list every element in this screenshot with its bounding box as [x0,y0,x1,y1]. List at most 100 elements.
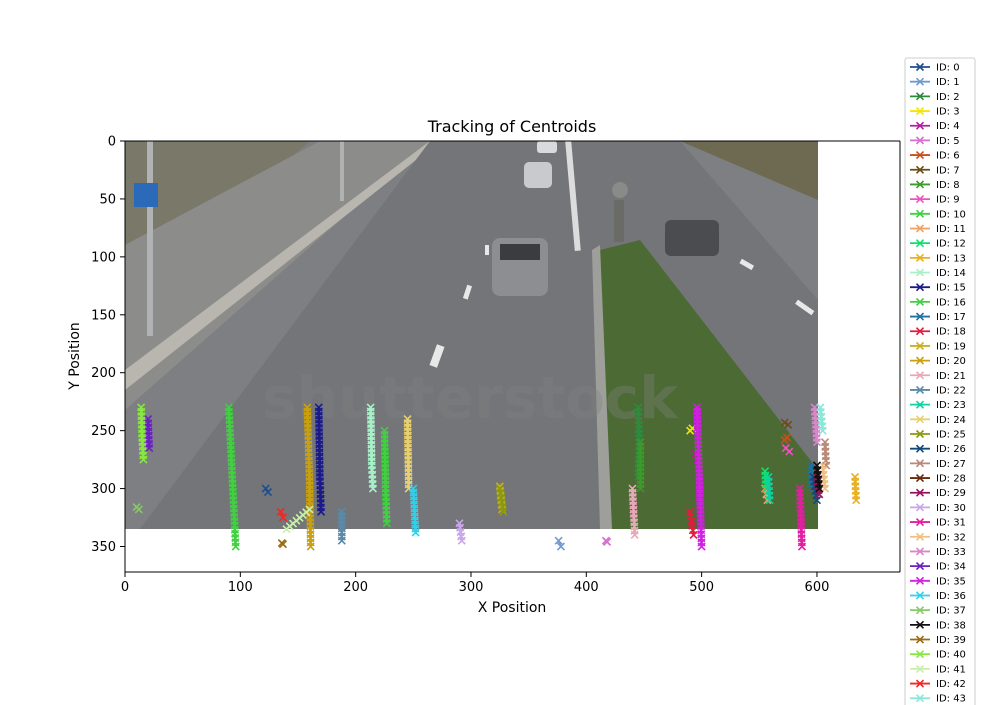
track-series [303,403,315,551]
legend-label: ID: 40 [936,650,966,661]
x-tick-label: 0 [121,580,129,595]
legend-marker [915,136,925,145]
track-series [780,433,792,444]
legend-label: ID: 19 [936,341,966,352]
watermark: shutterstock [262,364,679,432]
track-series [636,438,645,493]
legend-label: ID: 6 [936,151,960,162]
centroid-point [852,496,861,505]
track-series [409,484,420,537]
track-series [495,484,508,516]
legend-item: ID: 32 [910,532,966,543]
y-axis-ticks: 0 50 100 150 200 250 300 350 [91,135,125,555]
centroid-point [812,438,822,447]
legend-item: ID: 39 [910,635,966,646]
track-series [132,503,143,514]
legend-item: ID: 33 [910,547,966,558]
legend-label: ID: 7 [936,165,960,176]
track-series [601,536,612,546]
centroid-point [145,443,154,453]
legend-marker [915,503,925,512]
y-tick-label: 250 [91,424,116,439]
track-series [816,403,827,435]
track-series [810,403,822,447]
legend-marker [915,664,925,673]
legend-label: ID: 38 [936,620,966,631]
centroid-point [603,537,612,546]
legend-item: ID: 23 [910,400,966,411]
legend-item: ID: 6 [910,151,960,162]
legend-item: ID: 18 [910,327,966,338]
centroid-point [818,426,827,435]
centroid-point [306,542,315,551]
legend-label: ID: 27 [936,459,966,470]
legend-item: ID: 9 [910,195,960,206]
legend-label: ID: 5 [936,136,960,147]
legend-marker [915,635,925,644]
track-series [337,507,346,545]
legend-marker [915,62,925,72]
legend-label: ID: 23 [936,400,966,411]
legend-label: ID: 31 [936,518,966,529]
track-series [282,505,314,534]
centroid-point [134,505,143,514]
legend-marker [915,532,925,541]
legend-marker [915,356,925,365]
legend-label: ID: 14 [936,268,966,279]
centroid-point [382,519,391,528]
legend-label: ID: 2 [936,92,960,103]
legend-marker [915,297,925,306]
legend-label: ID: 9 [936,195,960,206]
track-series [554,536,566,551]
legend-marker [915,400,925,409]
y-tick-label: 350 [91,540,116,555]
x-tick-label: 300 [459,580,484,595]
y-tick-label: 50 [99,192,116,207]
legend-label: ID: 42 [936,679,966,690]
legend-label: ID: 11 [936,224,966,235]
x-tick-label: 500 [689,580,714,595]
legend-item: ID: 21 [910,371,966,382]
legend-label: ID: 30 [936,503,966,514]
x-tick-label: 100 [228,580,253,595]
legend-label: ID: 25 [936,430,966,441]
track-series [780,418,793,429]
legend-marker [915,488,925,497]
legend-item: ID: 36 [910,591,966,602]
legend-label: ID: 22 [936,385,966,396]
legend-marker [915,209,925,218]
centroid-point [278,513,288,522]
centroid-point [785,447,794,456]
track-series [686,507,698,539]
chart-title: Tracking of Centroids [427,117,597,136]
legend-marker [915,180,925,189]
centroid-point [554,536,563,545]
centroid-point [276,507,285,516]
track-series [366,403,378,493]
track-series [143,414,154,453]
centroid-point [636,484,645,493]
legend-label: ID: 18 [936,327,966,338]
y-tick-label: 300 [91,482,116,497]
centroid-point [784,420,793,429]
track-series [795,484,807,551]
legend-marker [915,121,925,130]
legend-label: ID: 36 [936,591,966,602]
legend-item: ID: 35 [910,576,966,587]
legend-marker [915,459,925,468]
legend-item: ID: 8 [910,180,960,191]
x-axis-ticks: 0 100 200 300 400 500 600 [121,572,830,595]
track-series [403,414,413,493]
centroid-point [305,505,314,514]
legend-marker [915,576,925,585]
legend-item: ID: 15 [910,283,966,294]
x-tick-label: 600 [805,580,830,595]
legend-item: ID: 13 [910,253,966,264]
legend-marker [915,341,925,350]
legend-marker [915,371,925,380]
track-series [261,484,273,497]
legend-item: ID: 10 [910,209,966,220]
legend-marker [915,327,925,336]
legend-marker [915,620,925,629]
centroid-point [765,496,774,505]
